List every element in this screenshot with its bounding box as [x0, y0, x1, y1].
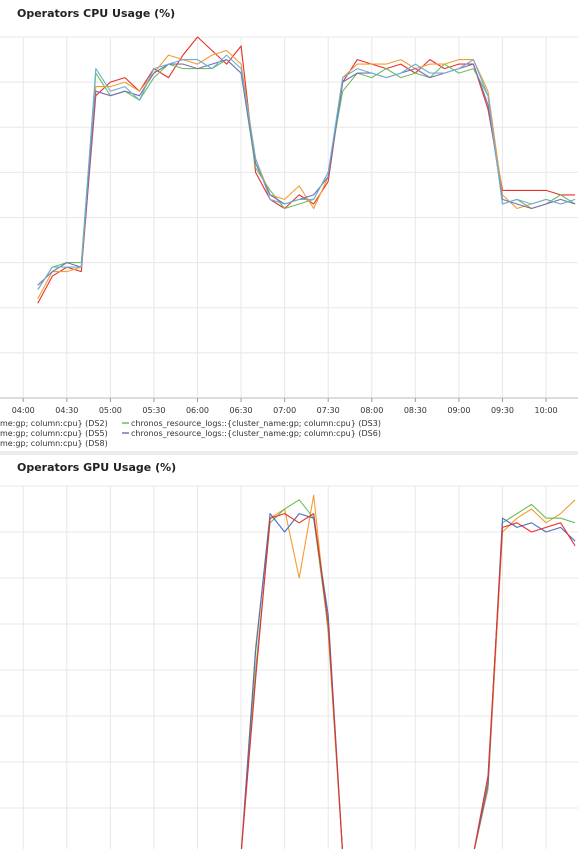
- x-tick-label: 07:00: [273, 406, 296, 415]
- panel-separator: [0, 451, 578, 455]
- x-tick-label: 09:00: [447, 406, 470, 415]
- x-tick-label: 05:30: [142, 406, 165, 415]
- series-line: [37, 36, 576, 304]
- series-line: [240, 499, 576, 849]
- x-tick-label: 07:30: [317, 406, 340, 415]
- x-tick-label: 08:00: [360, 406, 383, 415]
- chart-title: Operators GPU Usage (%): [17, 461, 176, 474]
- series-line: [240, 513, 576, 849]
- x-tick-label: 08:30: [404, 406, 427, 415]
- x-tick-label: 04:00: [12, 406, 35, 415]
- x-tick-label: 06:30: [230, 406, 253, 415]
- legend-entry: me:gp; column:cpu} (DS5): [0, 429, 108, 438]
- x-tick-label: 09:30: [491, 406, 514, 415]
- series-line: [37, 49, 576, 299]
- x-tick-label: 04:30: [55, 406, 78, 415]
- series-line: [37, 59, 576, 290]
- gpu-panel: Operators GPU Usage (%): [0, 461, 578, 849]
- x-tick-label: 10:00: [535, 406, 558, 415]
- legend-entry: chronos_resource_logs::{cluster_name:gp;…: [131, 419, 381, 428]
- legend-entry: me:gp; column:cpu} (DS2): [0, 419, 108, 428]
- chart-title: Operators CPU Usage (%): [17, 7, 175, 20]
- series-line: [240, 494, 576, 849]
- series-line: [37, 54, 576, 290]
- x-tick-label: 05:00: [99, 406, 122, 415]
- series-line: [37, 59, 576, 286]
- legend-entry: me:gp; column:cpu} (DS8): [0, 439, 108, 448]
- cpu-panel: Operators CPU Usage (%) 04:00 04:30 05:00 0…: [0, 7, 578, 448]
- series-line: [240, 513, 576, 849]
- legend-entry: chronos_resource_logs::{cluster_name:gp;…: [131, 429, 381, 438]
- x-tick-label: 06:00: [186, 406, 209, 415]
